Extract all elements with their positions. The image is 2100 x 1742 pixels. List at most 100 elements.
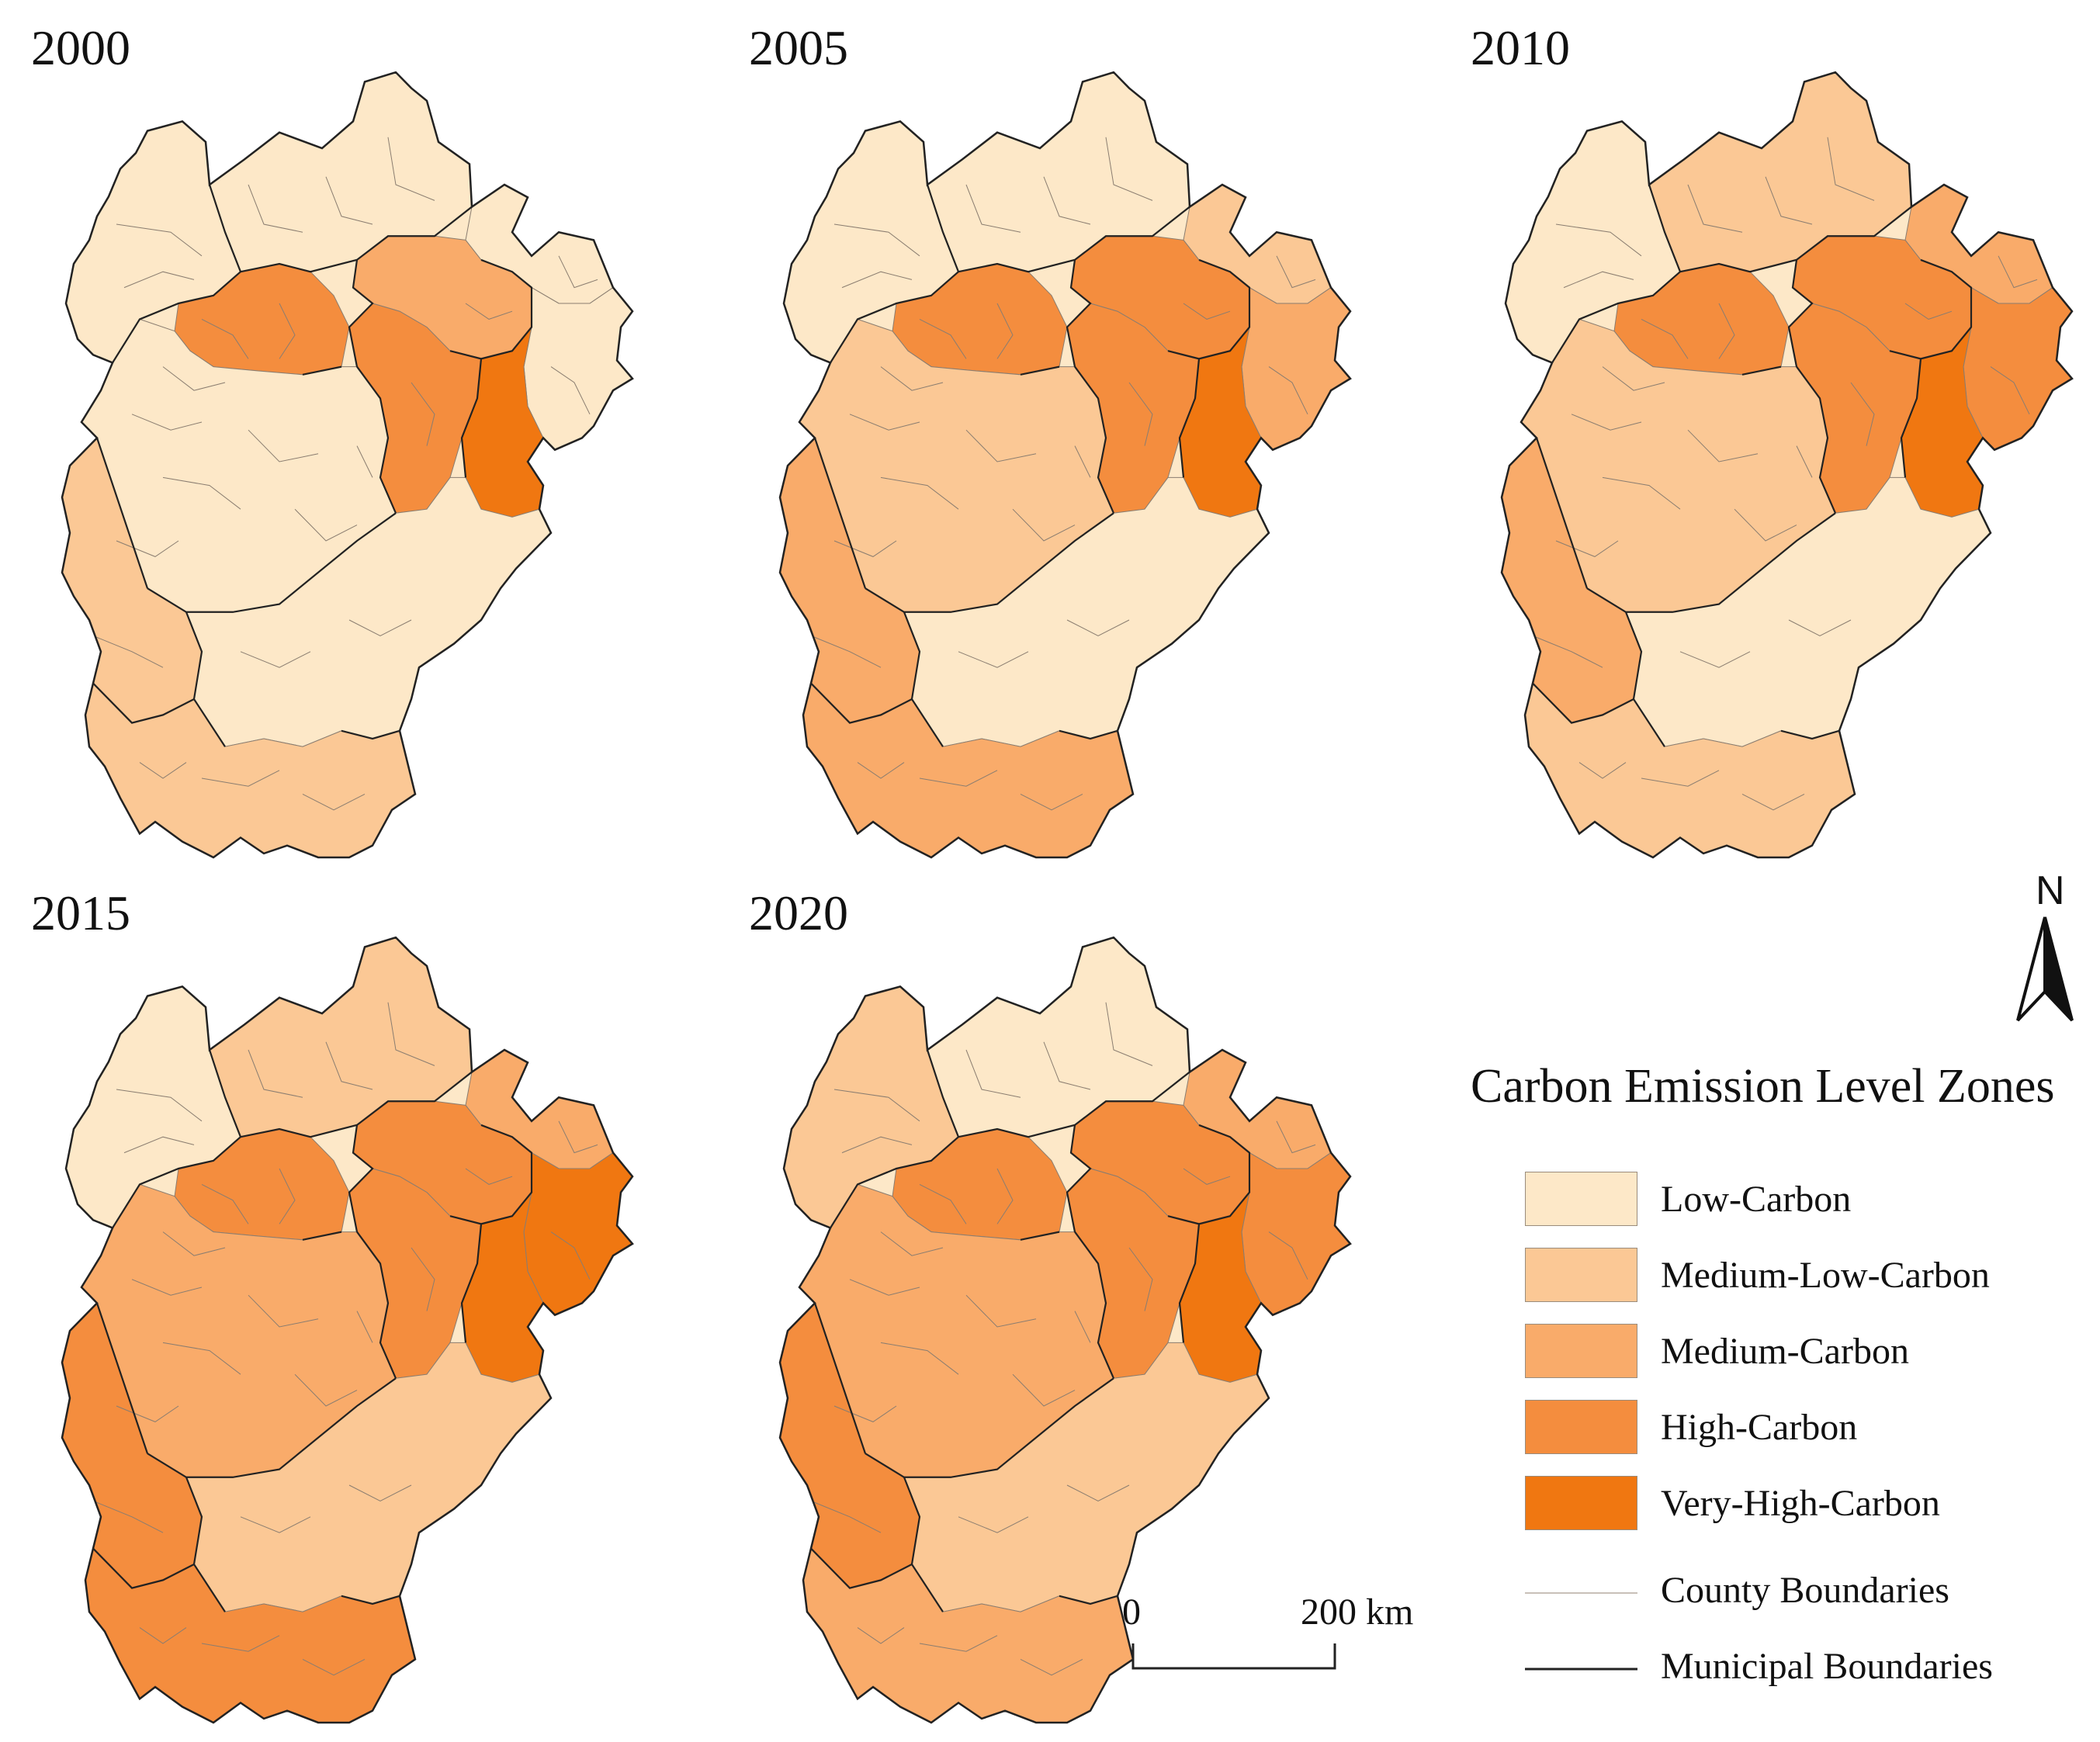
map-2020	[778, 936, 1352, 1724]
county-boundary	[123, 271, 195, 289]
county-boundary	[1074, 445, 1091, 478]
county-boundary	[996, 303, 1014, 359]
county-boundary	[1043, 176, 1091, 225]
legend-label: County Boundaries	[1661, 1570, 1949, 1611]
zone-east-coast	[1963, 286, 2072, 451]
county-boundary	[248, 1294, 319, 1328]
municipal-boundary	[1066, 259, 1092, 367]
municipal-boundary	[341, 729, 400, 740]
county-boundary	[1563, 271, 1634, 289]
county-boundary	[1532, 635, 1603, 668]
county-boundary	[880, 366, 944, 391]
county-boundary	[116, 540, 179, 557]
municipal-boundary	[95, 438, 149, 589]
legend-title: Carbon Emission Level Zones	[1471, 1060, 2055, 1113]
municipal-boundary	[810, 682, 913, 724]
county-boundary	[248, 184, 303, 233]
county-boundary	[857, 1627, 905, 1644]
county-boundary	[116, 223, 203, 257]
legend-label: Medium-Carbon	[1661, 1331, 1909, 1372]
panel-year-label: 2015	[31, 885, 130, 940]
municipal-boundary	[341, 1595, 400, 1605]
legend-label: Low-Carbon	[1661, 1179, 1852, 1220]
county-boundary	[162, 366, 226, 391]
county-boundary-line-icon	[1525, 1592, 1637, 1594]
county-boundary	[302, 793, 366, 811]
county-boundary	[387, 137, 435, 201]
municipal-boundary	[1020, 365, 1060, 376]
legend-label: Very-High-Carbon	[1661, 1483, 1940, 1524]
municipal-boundary	[903, 1477, 944, 1612]
county-boundary	[387, 1002, 435, 1066]
county-boundary	[139, 1627, 187, 1644]
municipal-boundary	[830, 184, 960, 364]
municipal-boundary	[830, 1049, 960, 1229]
county-boundary	[465, 303, 513, 320]
county-boundary	[248, 429, 319, 462]
county-boundary	[965, 184, 1021, 233]
county-boundary	[1105, 1002, 1153, 1066]
municipal-boundary	[356, 365, 397, 514]
county-boundary	[1043, 1041, 1091, 1090]
municipal-boundary	[1059, 729, 1118, 740]
map-2005	[778, 71, 1352, 859]
county-boundary	[201, 1635, 280, 1652]
municipal-boundary	[1066, 1124, 1092, 1232]
municipal-boundary	[1059, 1595, 1118, 1605]
county-boundary	[958, 651, 1029, 668]
county-boundary	[348, 619, 412, 636]
county-boundary	[201, 770, 280, 787]
map-2000	[61, 71, 634, 859]
county-boundary	[965, 1294, 1037, 1328]
municipal-boundary	[1535, 438, 1589, 589]
county-boundary	[1602, 476, 1681, 510]
county-boundary	[958, 1516, 1029, 1533]
county-boundary	[1827, 137, 1875, 201]
county-boundary	[1571, 414, 1642, 431]
municipal-boundary	[356, 1231, 397, 1379]
municipal-boundary	[1920, 258, 1973, 360]
county-boundary	[248, 1049, 303, 1098]
county-boundary	[1741, 793, 1805, 811]
county-boundary	[162, 1231, 226, 1256]
map-panel-2015: 2015	[31, 888, 729, 1742]
county-boundary	[810, 1500, 882, 1533]
legend-swatch	[1525, 1476, 1637, 1530]
map-panel-2000: 2000	[31, 23, 729, 877]
county-boundary	[201, 1183, 249, 1224]
county-boundary	[1020, 793, 1083, 811]
zone-east-coast	[1241, 286, 1350, 451]
legend-label: Medium-Low-Carbon	[1661, 1255, 1990, 1296]
county-boundary	[965, 429, 1037, 462]
county-boundary	[1555, 540, 1619, 557]
county-boundary	[810, 635, 882, 668]
county-boundary	[996, 1168, 1014, 1224]
county-boundary	[279, 303, 296, 359]
county-boundary	[1679, 651, 1751, 668]
county-boundary	[1687, 429, 1759, 462]
county-boundary	[841, 1136, 913, 1154]
county-boundary	[1268, 1231, 1308, 1280]
municipal-boundary	[449, 1215, 483, 1343]
county-boundary	[92, 1500, 164, 1533]
municipal-boundary	[1741, 365, 1782, 376]
county-boundary	[465, 1168, 513, 1185]
county-boundary	[833, 1405, 897, 1422]
county-boundary	[833, 1089, 920, 1122]
county-boundary	[1276, 1120, 1316, 1154]
municipal-boundary	[147, 1377, 397, 1478]
region-outline	[61, 71, 634, 859]
county-boundary	[279, 1168, 296, 1224]
county-boundary	[1687, 184, 1743, 233]
region-outline	[61, 936, 634, 1724]
county-boundary	[550, 366, 591, 415]
county-boundary	[857, 762, 905, 779]
county-boundary	[1998, 255, 2038, 289]
county-boundary	[833, 540, 897, 557]
county-boundary	[325, 1041, 373, 1090]
municipal-boundary	[1074, 1231, 1115, 1379]
map-panel-2005: 2005	[749, 23, 1447, 877]
municipal-boundary	[348, 259, 374, 367]
municipal-boundary	[112, 1049, 242, 1229]
county-boundary	[1555, 223, 1642, 257]
